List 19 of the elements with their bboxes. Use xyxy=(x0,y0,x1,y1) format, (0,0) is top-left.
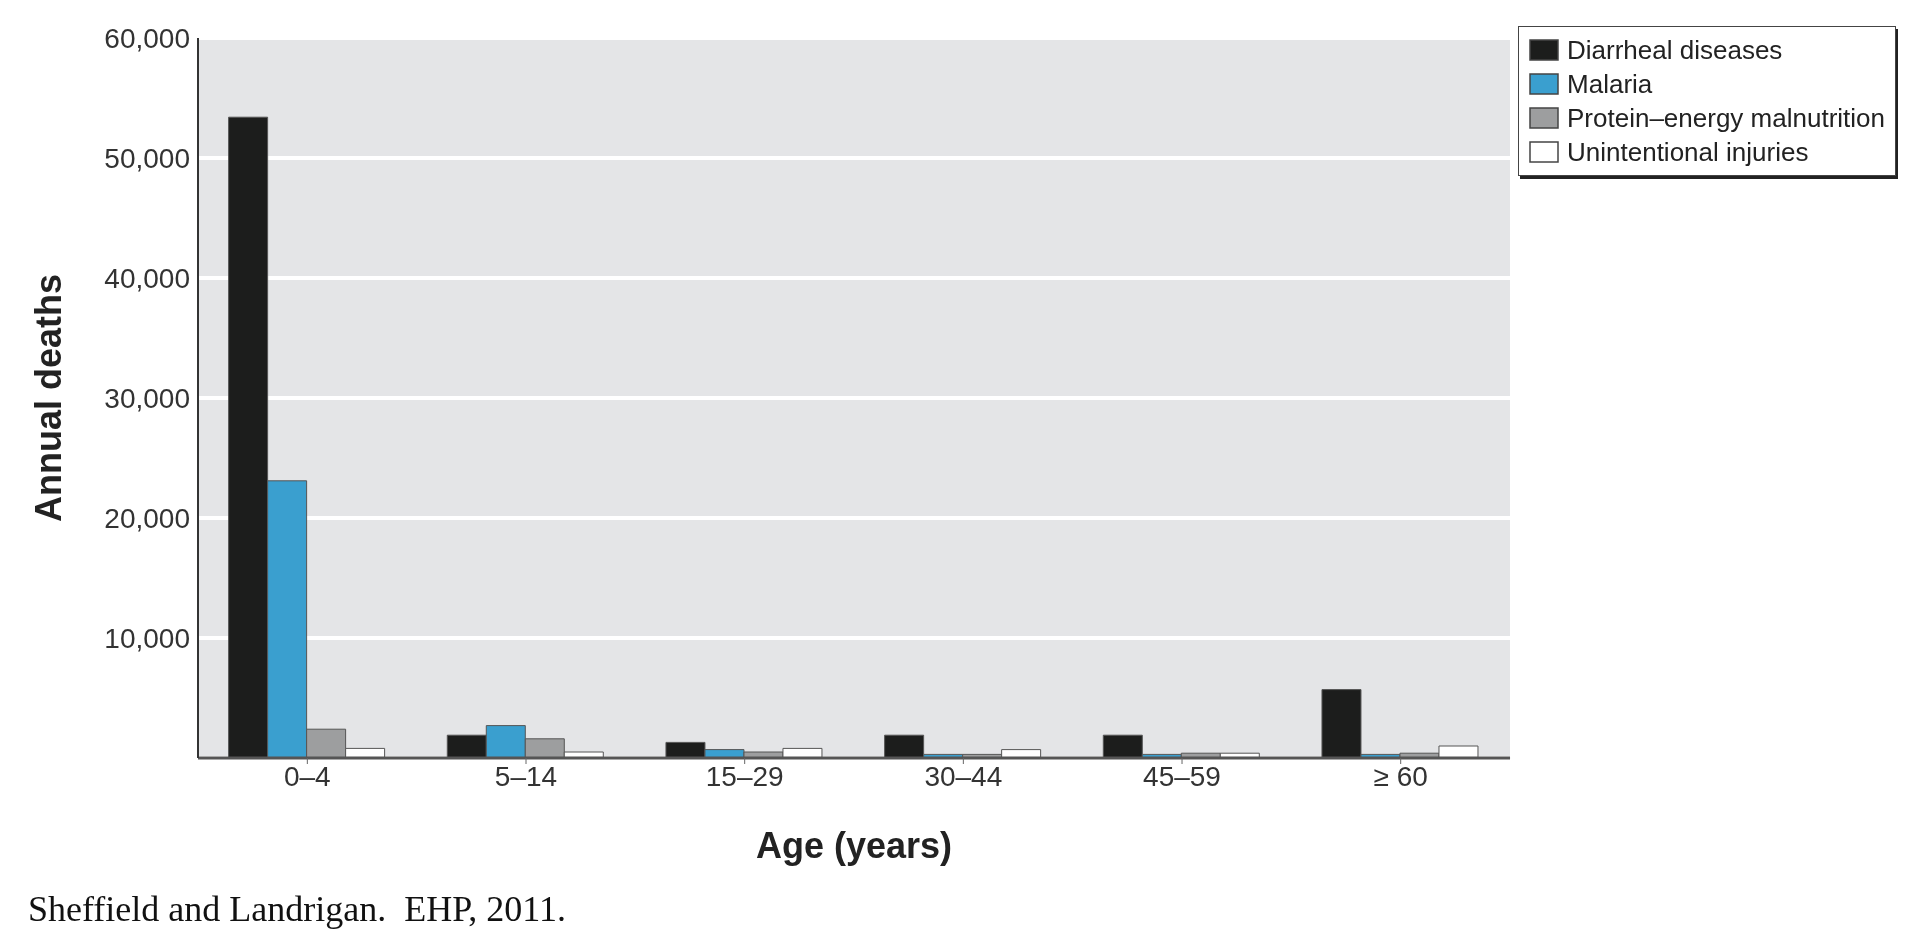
y-tick-label: 60,000 xyxy=(104,22,190,54)
legend-label: Protein–energy malnutrition xyxy=(1567,102,1885,135)
x-tick-label: 5–14 xyxy=(494,760,558,792)
legend-label: Malaria xyxy=(1567,68,1653,101)
y-tick-label: 10,000 xyxy=(104,622,190,654)
x-tick-label: 30–44 xyxy=(924,760,1003,792)
legend-label: Unintentional injuries xyxy=(1567,136,1809,169)
y-axis-title: Annual deaths xyxy=(27,273,69,523)
x-tick-label: ≥ 60 xyxy=(1373,760,1428,792)
x-tick-label: 0–4 xyxy=(283,760,331,792)
x-tick-label: 45–59 xyxy=(1143,760,1221,792)
y-tick-label: 50,000 xyxy=(104,142,190,174)
y-tick-label: 20,000 xyxy=(104,502,190,534)
x-axis-title: Age (years) xyxy=(755,825,953,866)
y-tick-label: 40,000 xyxy=(104,262,190,294)
y-tick-label: 30,000 xyxy=(104,382,190,414)
x-tick-label: 15–29 xyxy=(705,760,784,792)
text: Sheffield and Landrigan. EHP, 2011. xyxy=(28,888,566,930)
legend-label: Diarrheal diseases xyxy=(1567,34,1783,67)
